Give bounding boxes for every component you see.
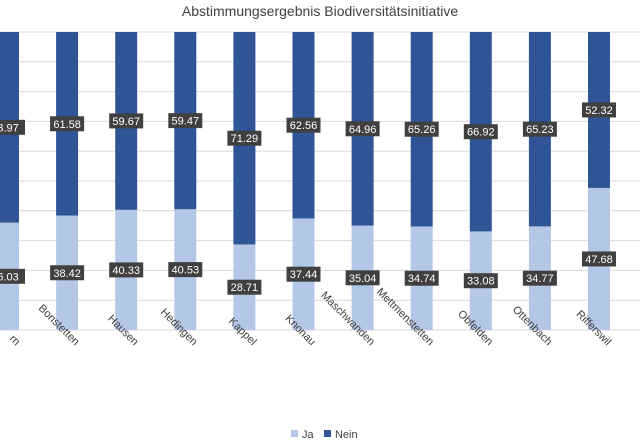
data-label-nein-box [50, 116, 85, 132]
data-label-nein-box [227, 130, 262, 146]
data-label-nein: 59.47 [172, 116, 200, 128]
data-label-nein: 52.32 [585, 105, 613, 117]
data-label-ja: 38.42 [53, 268, 81, 280]
data-label-nein-box [168, 113, 203, 129]
data-label-ja: 33.08 [467, 276, 495, 288]
data-label-nein-box [582, 102, 616, 118]
data-label-ja: 34.77 [526, 273, 554, 285]
data-label-nein: 59.67 [112, 116, 140, 128]
data-label-ja-box [522, 270, 557, 286]
data-label-ja: 6.03 [0, 271, 19, 283]
data-label-nein: 61.58 [53, 119, 81, 131]
data-labels: 6.03 3.97 38.42 61.58 40.33 59.67 40.53 59.47 28… [0, 102, 616, 295]
data-label-ja: 40.33 [112, 265, 140, 277]
data-label-nein: 3.97 [0, 122, 19, 134]
chart-title: Abstimmungsergebnis Biodiversitätsinitia… [182, 3, 458, 19]
data-label-nein-box [286, 117, 321, 133]
data-label-nein: 64.96 [349, 124, 377, 136]
data-label-ja-box [404, 270, 439, 286]
data-label-ja: 47.68 [585, 254, 613, 266]
legend-swatch [291, 430, 298, 437]
legend-label: Ja [302, 429, 315, 441]
data-label-nein-box [345, 121, 380, 137]
data-label-ja-box [227, 279, 262, 295]
data-label-nein-box [109, 113, 144, 129]
data-label-ja-box [168, 262, 203, 278]
data-label-nein: 65.26 [408, 124, 436, 136]
data-label-ja-box [463, 273, 498, 289]
legend-label: Nein [335, 429, 358, 441]
data-label-ja-box [582, 251, 616, 267]
data-label-ja-box [0, 268, 25, 284]
data-label-ja: 34.74 [408, 273, 436, 285]
data-label-ja: 37.44 [290, 269, 318, 281]
data-label-ja: 40.53 [172, 265, 200, 277]
data-label-ja: 28.71 [231, 282, 259, 294]
legend: Ja Nein [291, 429, 358, 441]
data-label-nein: 65.23 [526, 124, 554, 136]
data-label-ja: 35.04 [349, 273, 377, 285]
data-label-ja-box [286, 266, 321, 282]
data-label-ja-box [345, 270, 380, 286]
data-label-ja-box [50, 265, 85, 281]
data-label-nein-box [522, 121, 557, 137]
data-label-ja-box [109, 262, 144, 278]
data-label-nein-box [0, 119, 25, 135]
data-label-nein: 71.29 [231, 133, 259, 145]
data-label-nein: 66.92 [467, 127, 495, 139]
data-label-nein-box [404, 121, 439, 137]
legend-swatch [324, 430, 331, 437]
data-label-nein: 62.56 [290, 120, 318, 132]
data-label-nein-box [463, 124, 498, 140]
